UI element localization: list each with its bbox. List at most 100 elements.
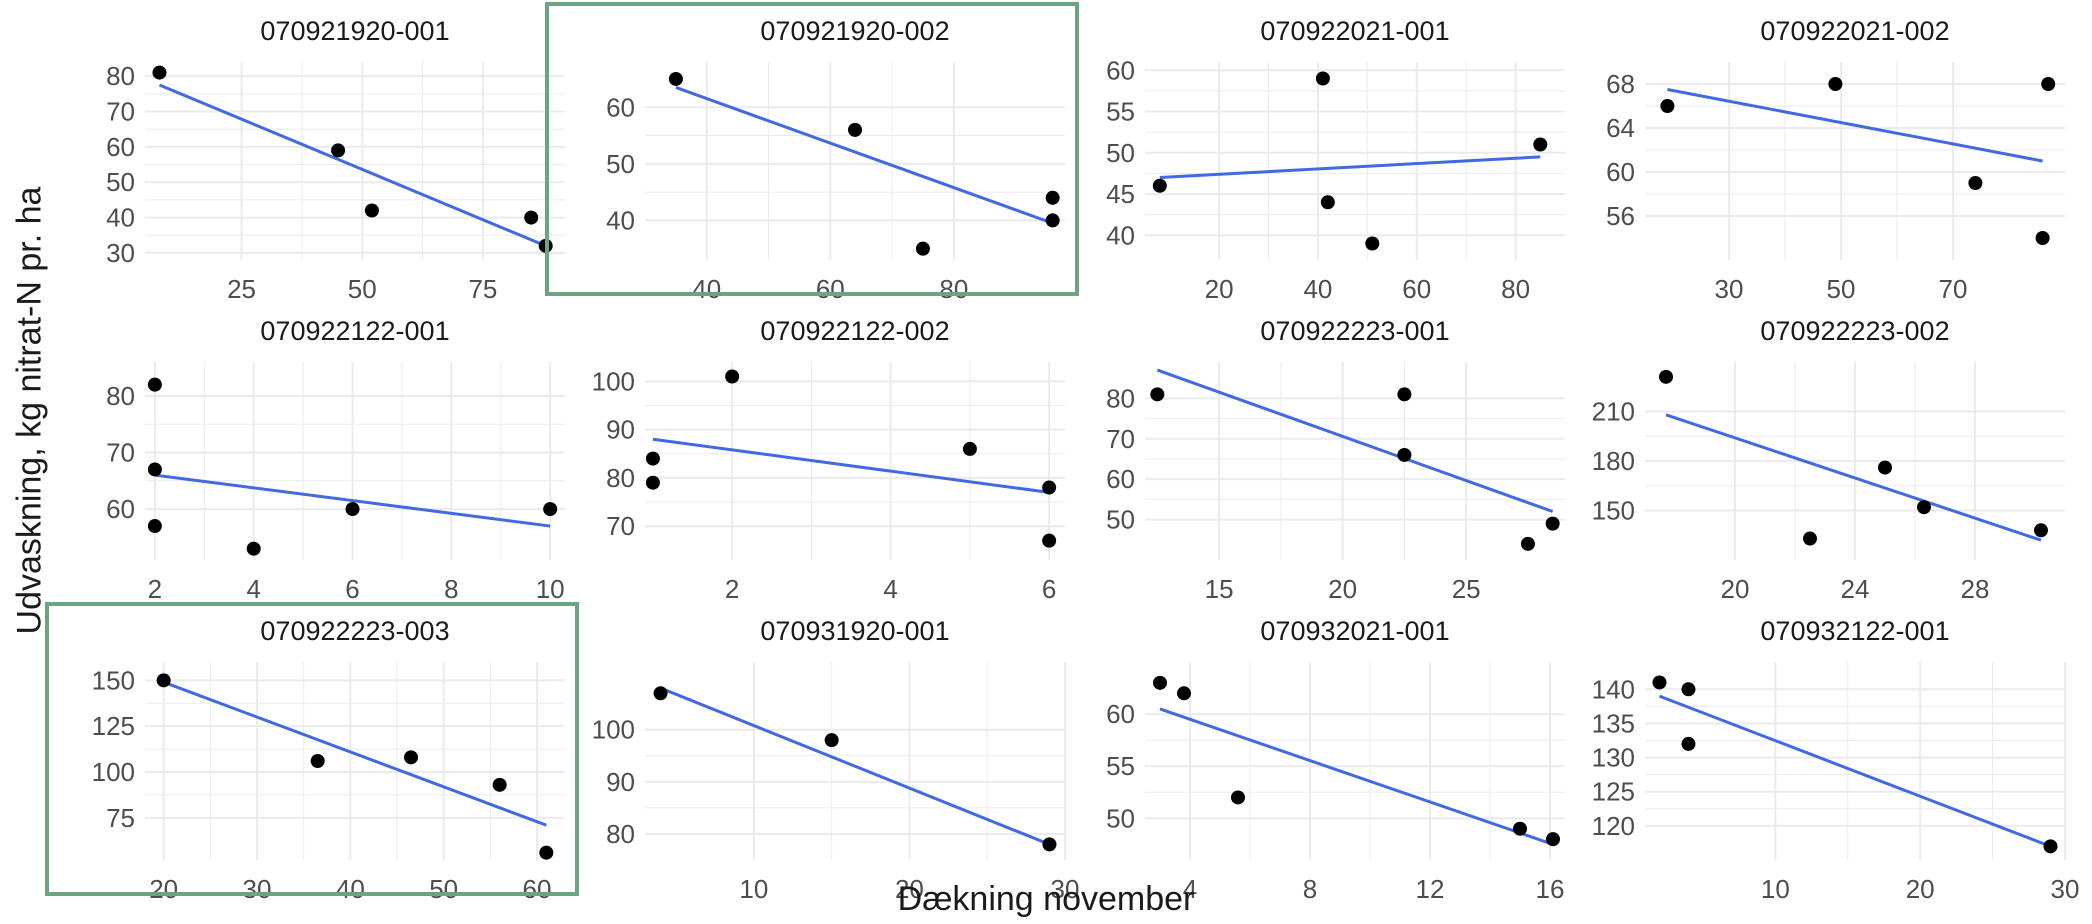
x-tick-label: 6: [1042, 574, 1056, 604]
y-tick-label: 80: [606, 819, 635, 849]
data-point: [1917, 500, 1931, 514]
data-point: [1231, 790, 1245, 804]
panel-title: 070931920-001: [760, 616, 949, 646]
panel-070932122-001: 10 20 30 120 125 130 135 140 070932122-001: [1592, 616, 2080, 904]
panel-070921920-002: 40 60 80405060070921920-002: [547, 4, 1077, 304]
y-tick-label: 180: [1592, 446, 1635, 476]
panel-070922021-001: 20 40 60 804045505560070922021-001: [1106, 16, 1565, 304]
data-point: [1150, 387, 1164, 401]
x-tick-label: 8: [444, 574, 458, 604]
x-tick-label: 60: [816, 274, 845, 304]
y-tick-label: 40: [1106, 220, 1135, 250]
panel-070931920-001: 10 20 30 80 90 100 070931920-001: [592, 616, 1080, 904]
panel-070922223-001: 15 20 2550607080070922223-001: [1106, 316, 1565, 604]
y-tick-label: 70: [606, 511, 635, 541]
regression-line: [1160, 157, 1540, 178]
y-tick-label: 55: [1106, 97, 1135, 127]
regression-line: [653, 439, 1049, 492]
regression-line: [661, 688, 1050, 844]
y-tick-label: 60: [606, 92, 635, 122]
y-tick-label: 60: [106, 132, 135, 162]
data-point: [543, 502, 557, 516]
data-point: [646, 476, 660, 490]
data-point: [1365, 237, 1379, 251]
data-point: [646, 452, 660, 466]
y-tick-label: 130: [1592, 743, 1635, 773]
data-point: [524, 211, 538, 225]
data-point: [1397, 387, 1411, 401]
data-point: [148, 378, 162, 392]
y-tick-label: 150: [92, 665, 135, 695]
y-tick-label: 70: [106, 97, 135, 127]
data-point: [1546, 832, 1560, 846]
y-tick-label: 135: [1592, 708, 1635, 738]
y-tick-label: 40: [606, 205, 635, 235]
y-tick-label: 125: [1592, 777, 1635, 807]
data-point: [654, 686, 668, 700]
regression-line: [159, 85, 545, 246]
x-tick-label: 6: [345, 574, 359, 604]
panel-title: 070921920-002: [760, 16, 949, 46]
data-point: [365, 204, 379, 218]
y-tick-label: 210: [1592, 397, 1635, 427]
data-point: [1316, 72, 1330, 86]
y-tick-label: 30: [106, 238, 135, 268]
regression-line: [1157, 370, 1552, 511]
data-point: [1803, 532, 1817, 546]
x-tick-label: 4: [883, 574, 897, 604]
y-tick-label: 80: [106, 381, 135, 411]
data-point: [247, 542, 261, 556]
data-point: [1046, 191, 1060, 205]
data-point: [825, 733, 839, 747]
panel-070921920-001: 25 50 75304050607080070921920-001: [106, 16, 565, 304]
panel-title: 070922021-001: [1260, 16, 1449, 46]
x-tick-label: 20: [1328, 574, 1357, 604]
data-point: [1153, 676, 1167, 690]
data-point: [1042, 481, 1056, 495]
y-tick-label: 56: [1606, 201, 1635, 231]
y-tick-label: 70: [106, 438, 135, 468]
x-tick-label: 20: [1721, 574, 1750, 604]
y-tick-label: 50: [106, 167, 135, 197]
y-tick-label: 64: [1606, 113, 1635, 143]
data-point: [346, 502, 360, 516]
data-point: [148, 519, 162, 533]
regression-line: [1666, 415, 2041, 540]
data-point: [1513, 822, 1527, 836]
data-point: [2034, 523, 2048, 537]
y-tick-label: 80: [606, 463, 635, 493]
y-tick-label: 55: [1106, 751, 1135, 781]
data-point: [152, 66, 166, 80]
y-tick-label: 100: [92, 757, 135, 787]
y-tick-label: 50: [1106, 138, 1135, 168]
y-tick-label: 100: [592, 715, 635, 745]
data-point: [539, 846, 553, 860]
regression-line: [1659, 696, 2050, 846]
y-tick-label: 120: [1592, 811, 1635, 841]
data-point: [1177, 686, 1191, 700]
x-tick-label: 15: [1205, 574, 1234, 604]
x-tick-label: 80: [1501, 274, 1530, 304]
data-point: [1521, 537, 1535, 551]
x-tick-label: 60: [1402, 274, 1431, 304]
y-tick-label: 140: [1592, 674, 1635, 704]
y-tick-label: 150: [1592, 496, 1635, 526]
data-point: [2044, 839, 2058, 853]
data-point: [157, 673, 171, 687]
data-point: [669, 72, 683, 86]
data-point: [1533, 138, 1547, 152]
y-tick-label: 50: [1106, 505, 1135, 535]
x-tick-label: 24: [1841, 574, 1870, 604]
panel-title: 070922223-002: [1760, 316, 1949, 346]
y-tick-label: 70: [1106, 424, 1135, 454]
x-tick-label: 10: [536, 574, 565, 604]
panel-070922223-003: 20 30 40 50 60 75 100 125 150 070922223-003: [47, 604, 577, 904]
data-point: [2036, 231, 2050, 245]
data-point: [1878, 461, 1892, 475]
x-tick-label: 50: [348, 274, 377, 304]
x-tick-label: 28: [1961, 574, 1990, 604]
data-point: [916, 242, 930, 256]
y-tick-label: 100: [592, 366, 635, 396]
x-tick-label: 40: [1303, 274, 1332, 304]
data-point: [1652, 675, 1666, 689]
